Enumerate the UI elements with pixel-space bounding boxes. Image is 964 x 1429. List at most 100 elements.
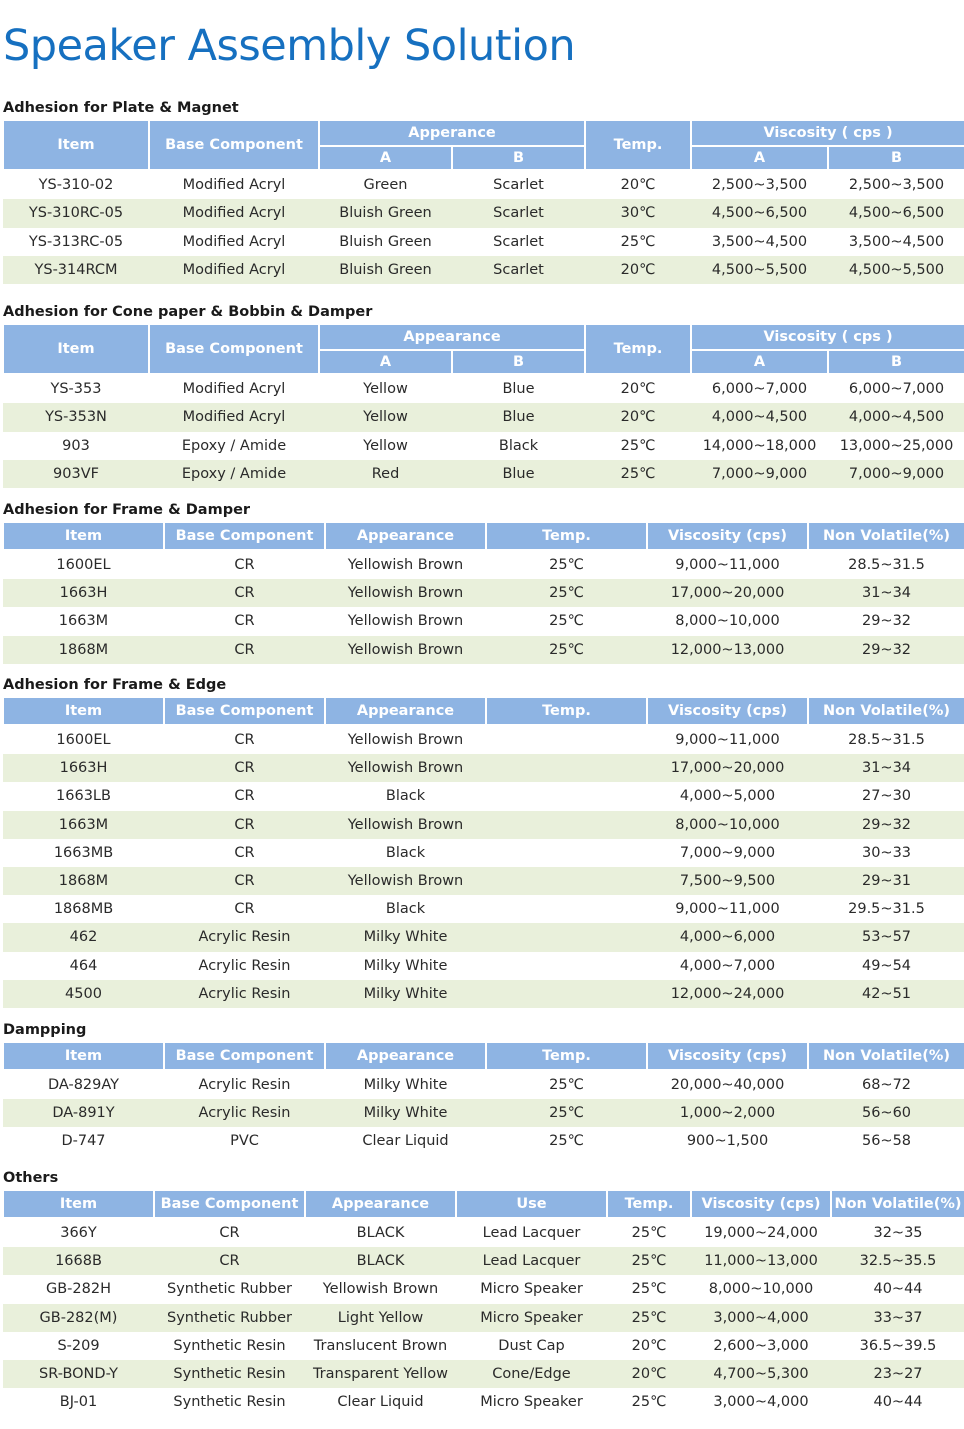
table-cell: 25℃ [607, 1303, 691, 1332]
header-temp: Temp. [485, 1041, 648, 1071]
table-cell: SR-BOND-Y [3, 1359, 154, 1389]
table-row: BJ-01 Synthetic Resin Clear Liquid Micro Sp… [3, 1388, 964, 1417]
table-cone-bobbin-damper: Item Base Component Appearance Temp. Vis… [2, 323, 964, 489]
table-cell: CR [164, 866, 325, 896]
table-cell: Micro Speaker [456, 1275, 607, 1304]
table-cell: 8,000~10,000 [647, 810, 808, 839]
table-cell: 7,500~9,500 [647, 866, 808, 896]
table-cell: 3,500~4,500 [691, 227, 829, 256]
table-row: 1663MB CR Black 7,000~9,000 30~33 [3, 838, 964, 867]
section-title: Dampping [3, 1022, 87, 1038]
header-base-component: Base Component [153, 1189, 306, 1219]
header-viscosity-a: A [690, 349, 830, 375]
table-row: 1663M CR Yellowish Brown 8,000~10,000 29~32 [3, 810, 964, 839]
table-cell [486, 725, 647, 755]
table-cell: Clear Liquid [305, 1388, 456, 1417]
table-row: DA-829AY Acrylic Resin Milky White 25℃ 20,00… [3, 1070, 964, 1100]
table-cell: Scarlet [452, 227, 586, 256]
section-title: Adhesion for Plate & Magnet [3, 100, 239, 116]
table-cell: Modified Acryl [149, 199, 319, 228]
header-item: Item [2, 1189, 155, 1219]
section-frame-damper: Adhesion for Frame & Damper Item Base Co… [2, 499, 964, 664]
table-cell: Black [452, 431, 586, 460]
table-cell: Yellowish Brown [325, 607, 486, 636]
table-cell: 1663LB [3, 782, 164, 811]
header-base-component: Base Component [148, 323, 320, 375]
table-cell: Yellowish Brown [325, 635, 486, 664]
header-base-component: Base Component [163, 1041, 326, 1071]
table-cell: 3,000~4,000 [691, 1388, 831, 1417]
table-cell: 31~34 [808, 754, 964, 783]
table-cell: 1600EL [3, 550, 164, 580]
table-cell: Yellowish Brown [325, 810, 486, 839]
header-base-component: Base Component [163, 696, 326, 726]
table-cell: Epoxy / Amide [149, 459, 319, 489]
table-cell: 49~54 [808, 951, 964, 980]
table-cell: 25℃ [585, 227, 692, 256]
table-cell: 25℃ [486, 1099, 647, 1128]
table-cell: CR [164, 782, 325, 811]
table-cell: Lead Lacquer [456, 1218, 607, 1248]
table-cell: 25℃ [486, 607, 647, 636]
table-cell: 4,500~5,500 [691, 255, 829, 285]
table-cell: 7,000~9,000 [647, 838, 808, 867]
header-item: Item [2, 521, 165, 551]
table-row: 903 Epoxy / Amide Yellow Black 25℃ 14,000~18,… [3, 431, 964, 460]
table-row: 1663H CR Yellowish Brown 17,000~20,000 31~34 [3, 754, 964, 783]
table-cell: 33~37 [831, 1303, 964, 1332]
table-cell: YS-313RC-05 [3, 227, 149, 256]
table-row: YS-313RC-05 Modified Acryl Bluish Green Sca… [3, 227, 964, 256]
table-cell: 4,500~6,500 [828, 199, 964, 228]
table-cell: Synthetic Resin [154, 1331, 305, 1360]
table-cell: Lead Lacquer [456, 1247, 607, 1276]
table-cell: 2,500~3,500 [828, 170, 964, 200]
table-cell: 29~31 [808, 866, 964, 896]
table-cell: Red [319, 459, 452, 489]
table-cell: CR [164, 635, 325, 664]
table-cell: 464 [3, 951, 164, 980]
table-cell: Synthetic Resin [154, 1359, 305, 1389]
header-item: Item [2, 696, 165, 726]
header-viscosity: Viscosity (cps) [646, 1041, 809, 1071]
table-row: 1663M CR Yellowish Brown 25℃ 8,000~10,000 29~… [3, 607, 964, 636]
header-item: Item [2, 1041, 165, 1071]
table-cell: 17,000~20,000 [647, 579, 808, 608]
table-cell: CR [164, 579, 325, 608]
table-cell: Yellowish Brown [325, 550, 486, 580]
table-cell: Yellowish Brown [305, 1275, 456, 1304]
table-cell: 25℃ [486, 635, 647, 664]
table-row: YS-310-02 Modified Acryl Green Scarlet 20℃ 2,… [3, 170, 964, 200]
table-cell: 25℃ [607, 1247, 691, 1276]
table-cell: 2,500~3,500 [691, 170, 829, 200]
table-cell: 29~32 [808, 635, 964, 664]
section-cone-bobbin-damper: Adhesion for Cone paper & Bobbin & Dampe… [2, 301, 964, 489]
table-cell: 13,000~25,000 [828, 431, 964, 460]
table-cell: YS-353N [3, 403, 149, 432]
table-cell: Bluish Green [319, 255, 452, 285]
table-cell: 1663MB [3, 838, 164, 867]
header-temp: Temp. [485, 521, 648, 551]
table-cell: 1668B [3, 1247, 154, 1276]
table-cell: Yellowish Brown [325, 579, 486, 608]
header-appearance: Appearance [317, 323, 587, 351]
table-cell: 4,000~6,000 [647, 923, 808, 952]
header-viscosity: Viscosity ( cps ) [690, 323, 964, 351]
table-cell: 25℃ [486, 1127, 647, 1156]
table-others: Item Base Component Appearance Use Temp.… [2, 1189, 964, 1417]
table-cell: 25℃ [585, 431, 692, 460]
section-title: Others [3, 1170, 59, 1186]
table-cell: YS-353 [3, 374, 149, 404]
table-cell: Synthetic Rubber [154, 1275, 305, 1304]
header-appearance-a: A [318, 145, 453, 171]
table-row: 1600EL CR Yellowish Brown 25℃ 9,000~11,000 28… [3, 550, 964, 580]
table-cell: D-747 [3, 1127, 164, 1156]
table-cell: CR [164, 550, 325, 580]
table-cell: Synthetic Rubber [154, 1303, 305, 1332]
table-cell: Micro Speaker [456, 1303, 607, 1332]
table-cell: 4,000~4,500 [691, 403, 829, 432]
table-cell: CR [154, 1247, 305, 1276]
table-cell [486, 979, 647, 1008]
section-damping: Dampping Item Base Component Appearance … [2, 1019, 964, 1156]
table-cell: 3,000~4,000 [691, 1303, 831, 1332]
table-cell: 366Y [3, 1218, 154, 1248]
